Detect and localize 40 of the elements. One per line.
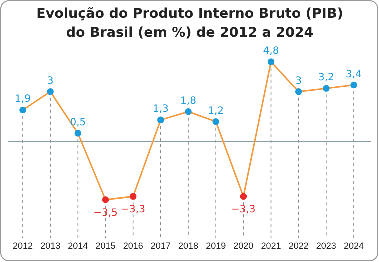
data-label: 3,2	[318, 72, 334, 84]
x-tick-label: 2015	[96, 241, 116, 252]
data-label: 3	[47, 76, 54, 87]
point	[240, 193, 248, 200]
point	[130, 193, 137, 200]
data-label: 1,2	[208, 106, 224, 117]
x-tick-label: 2016	[123, 241, 144, 252]
data-label: 4,8	[263, 46, 280, 57]
data-label: −3,3	[232, 204, 256, 216]
data-label: −3,5	[94, 208, 118, 219]
point	[102, 196, 110, 204]
x-tick-label: 2021	[261, 241, 282, 252]
x-tick-label: 2019	[206, 241, 226, 252]
point	[158, 116, 164, 124]
point	[212, 118, 220, 126]
point	[350, 82, 358, 89]
point	[185, 108, 192, 116]
point	[20, 106, 26, 114]
point	[323, 85, 330, 92]
point	[74, 130, 82, 137]
x-tick-label: 2012	[12, 241, 34, 252]
data-label: 1,9	[15, 94, 31, 106]
x-tick-label: 2014	[68, 241, 88, 252]
data-label: 0,5	[70, 117, 86, 128]
x-tick-label: 2018	[178, 241, 199, 252]
data-label: 1,8	[180, 96, 196, 107]
data-label: 1,3	[152, 104, 169, 116]
x-tick-label: 2024	[344, 241, 364, 252]
x-tick-label: 2020	[234, 241, 254, 252]
x-tick-label: 2017	[150, 241, 171, 252]
point	[47, 88, 54, 96]
data-label: 3,4	[346, 69, 362, 80]
data-label: −3,3	[121, 204, 146, 216]
x-tick-label: 2013	[40, 241, 61, 252]
x-tick-label: 2022	[288, 241, 309, 252]
point	[268, 58, 275, 66]
point	[295, 88, 302, 96]
chart-title: Evolução do Produto Interno Bruto (PIB) do Brasil (em %) de 2012 a 2024	[36, 6, 344, 41]
data-label: 3	[296, 76, 302, 87]
x-tick-label: 2023	[316, 241, 336, 252]
